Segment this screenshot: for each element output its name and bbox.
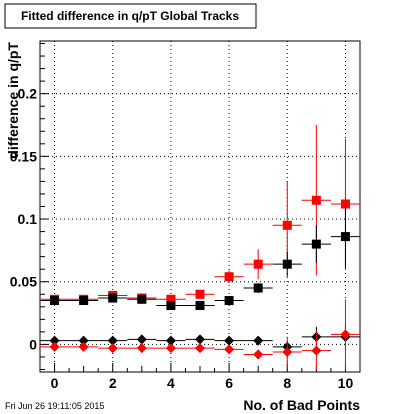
data-point-square	[282, 259, 292, 269]
data-points	[40, 125, 360, 370]
y-tick-label: 0.05	[10, 274, 37, 290]
x-tick-label: 2	[109, 375, 117, 391]
y-tick-label: 0	[29, 336, 37, 352]
y-tick-label: 0.1	[18, 211, 38, 227]
chart-title: Fitted difference in q/pT Global Tracks	[21, 9, 239, 23]
x-tick-label: 8	[283, 375, 291, 391]
data-point-square	[195, 301, 205, 311]
x-tick-label: 6	[225, 375, 233, 391]
data-point-diamond	[49, 341, 60, 352]
data-point-diamond	[107, 335, 118, 346]
y-tick-label: 0.15	[10, 148, 37, 164]
data-point-diamond	[107, 343, 118, 354]
series-1	[40, 125, 360, 304]
data-point-square	[224, 272, 234, 282]
data-point-diamond	[253, 349, 264, 360]
data-point-square	[282, 220, 292, 230]
data-point-diamond	[165, 343, 176, 354]
data-point-square	[253, 259, 263, 269]
y-tick-label: 0.2	[18, 86, 38, 102]
axes: 0 2 4 6 8 10 0 0.05 0.1 0.15 0.2	[10, 43, 354, 391]
data-point-diamond	[282, 346, 293, 357]
data-point-square	[311, 195, 321, 205]
data-point-square	[253, 283, 263, 293]
data-point-diamond	[311, 345, 322, 356]
data-point-diamond	[340, 329, 351, 340]
data-point-square	[311, 239, 321, 249]
x-tick-label: 4	[167, 375, 175, 391]
data-point-square	[224, 296, 234, 306]
plot-frame	[39, 40, 361, 373]
data-point-square	[108, 293, 118, 303]
title-box: Fitted difference in q/pT Global Tracks	[4, 3, 257, 29]
x-axis-label: No. of Bad Points	[243, 397, 360, 413]
data-point-square	[137, 294, 147, 304]
data-point-square	[79, 296, 89, 306]
data-point-diamond	[136, 343, 147, 354]
timestamp: Fri Jun 26 19:11:05 2015	[5, 401, 104, 411]
data-point-square	[166, 301, 176, 311]
data-point-square	[50, 296, 60, 306]
data-point-diamond	[49, 335, 60, 346]
data-point-diamond	[136, 334, 147, 345]
title-frame	[4, 3, 257, 29]
data-point-diamond	[224, 335, 235, 346]
data-point-square	[340, 232, 350, 242]
data-point-diamond	[195, 343, 205, 354]
grid	[40, 41, 360, 372]
data-point-square	[166, 294, 176, 304]
x-tick-label: 0	[51, 375, 59, 391]
x-tick-label: 10	[338, 375, 354, 391]
data-point-diamond	[253, 335, 264, 346]
data-point-diamond	[195, 334, 205, 345]
series-4	[40, 299, 360, 370]
series-2	[40, 205, 360, 311]
data-point-diamond	[165, 335, 176, 346]
y-axis-label: difference in q/pT	[5, 42, 21, 159]
data-point-diamond	[78, 341, 89, 352]
data-point-diamond	[224, 344, 235, 355]
data-point-square	[340, 199, 350, 209]
data-point-square	[195, 289, 205, 299]
data-point-diamond	[78, 335, 89, 346]
